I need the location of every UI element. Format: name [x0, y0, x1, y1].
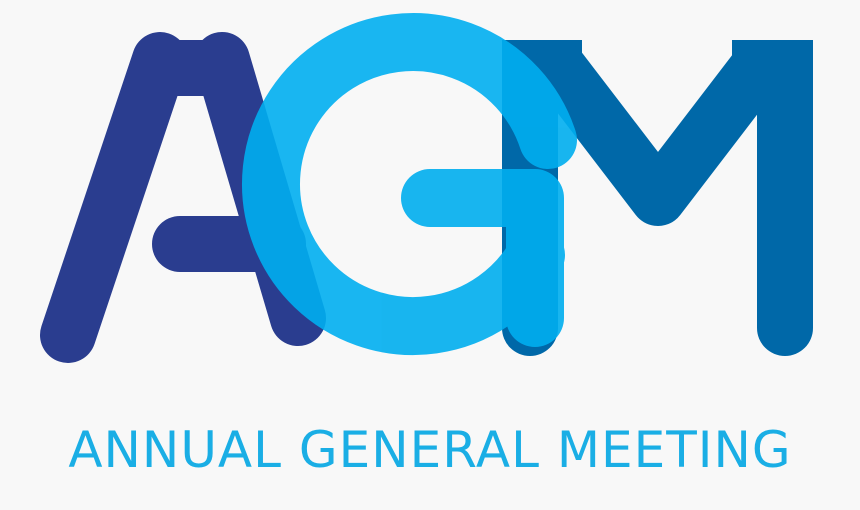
- letter-a-top: [154, 40, 228, 96]
- letter-g-bowl: [242, 13, 577, 356]
- agm-monogram-logo: [40, 13, 813, 363]
- tagline: ANNUAL GENERAL MEETING: [68, 421, 792, 479]
- letter-m-v: [532, 42, 784, 226]
- letter-g: [242, 13, 577, 356]
- agm-logo-graphic: [40, 13, 813, 363]
- letter-a-left-leg: [40, 32, 188, 363]
- letter-g-bar: [401, 169, 564, 347]
